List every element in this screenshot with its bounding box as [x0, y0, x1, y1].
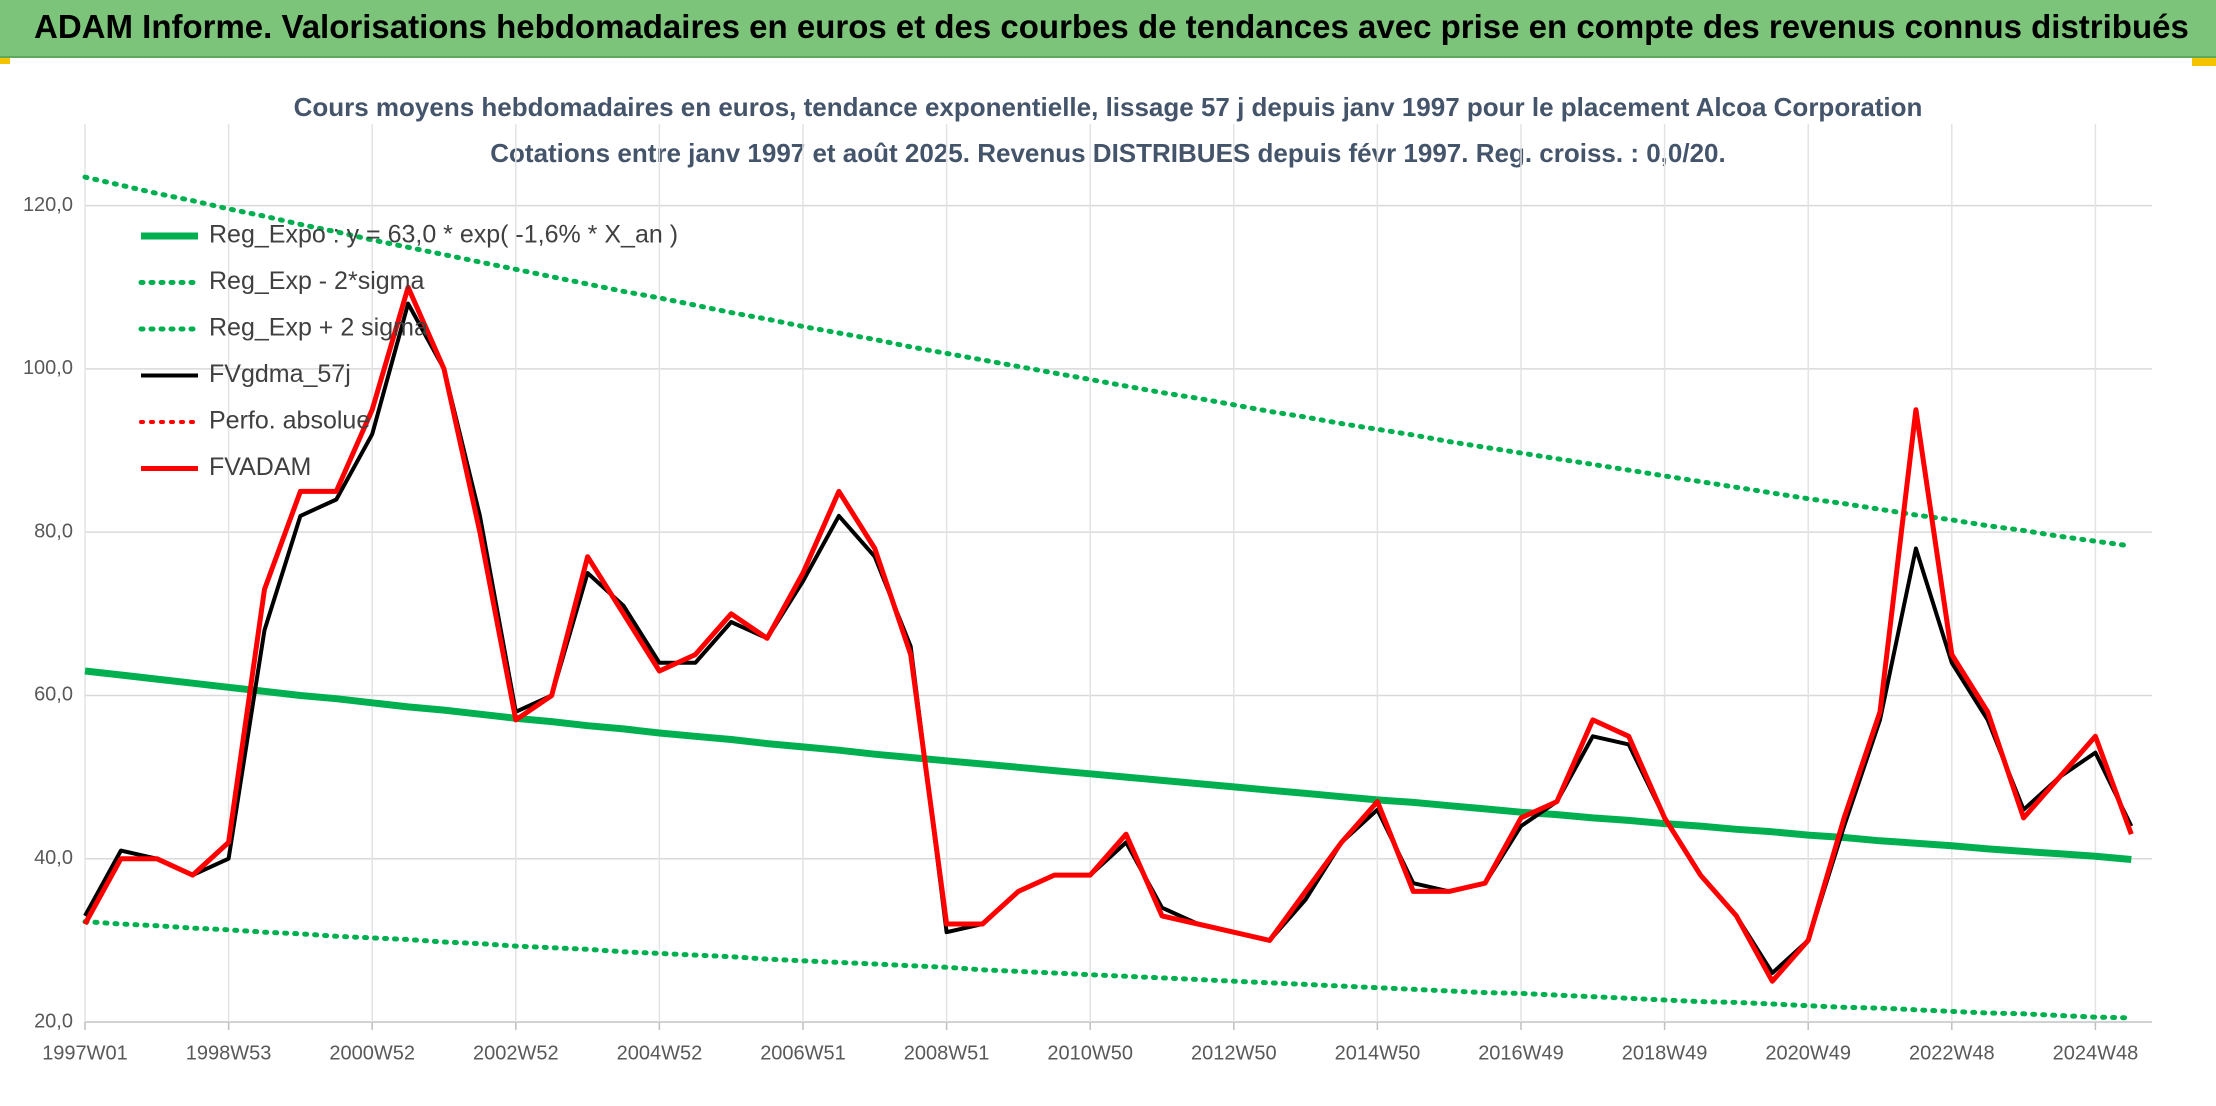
chart-title: Cours moyens hebdomadaires en euros, ten… — [294, 92, 1923, 122]
legend-label: Reg_Exp + 2 sigma — [209, 314, 428, 342]
series-line — [83, 301, 2134, 975]
legend-label: Reg_Expo : y = 63,0 * exp( -1,6% * X_an … — [209, 221, 678, 249]
x-tick-label: 2008W51 — [904, 1042, 990, 1064]
x-tick-label: 2016W49 — [1478, 1042, 1564, 1064]
series-line — [82, 919, 2134, 1021]
series-line — [82, 284, 2134, 984]
chart-subtitle: Cotations entre janv 1997 et août 2025. … — [490, 138, 1725, 168]
legend-label: FVADAM — [209, 453, 311, 481]
x-tick-label: 2006W51 — [760, 1042, 846, 1064]
x-tick-label: 2010W50 — [1047, 1042, 1133, 1064]
x-tick-label: 2018W49 — [1622, 1042, 1708, 1064]
x-tick-label: 2024W48 — [2053, 1042, 2139, 1064]
y-tick-label: 40,0 — [34, 847, 73, 869]
x-tick-label: 2012W50 — [1191, 1042, 1277, 1064]
x-tick-label: 2002W52 — [473, 1042, 559, 1064]
y-tick-label: 60,0 — [34, 684, 73, 706]
x-tick-label: 2020W49 — [1765, 1042, 1851, 1064]
x-tick-label: 1997W01 — [42, 1042, 128, 1064]
x-tick-label: 2000W52 — [329, 1042, 415, 1064]
series-line — [84, 667, 2132, 863]
x-tick-label: 2022W48 — [1909, 1042, 1995, 1064]
corner — [0, 58, 10, 64]
chart: Cours moyens hebdomadaires en euros, ten… — [0, 58, 2216, 1106]
header-title: ADAM Informe. Valorisations hebdomadaire… — [34, 8, 2189, 45]
x-tick-label: 2004W52 — [617, 1042, 703, 1064]
chart-area — [0, 58, 2216, 1106]
y-tick-label: 100,0 — [23, 357, 73, 379]
header-bar: ADAM Informe. Valorisations hebdomadaire… — [0, 0, 2216, 58]
series-line — [82, 174, 2134, 549]
legend-label: Perfo. absolue — [209, 407, 370, 435]
corner — [2192, 58, 2216, 66]
x-tick-label: 2014W50 — [1335, 1042, 1421, 1064]
y-tick-label: 80,0 — [34, 520, 73, 542]
x-tick-label: 1998W53 — [186, 1042, 272, 1064]
legend-label: FVgdma_57j — [209, 360, 351, 388]
y-tick-label: 120,0 — [23, 194, 73, 216]
legend-label: Reg_Exp - 2*sigma — [209, 267, 424, 295]
y-tick-label: 20,0 — [34, 1010, 73, 1032]
